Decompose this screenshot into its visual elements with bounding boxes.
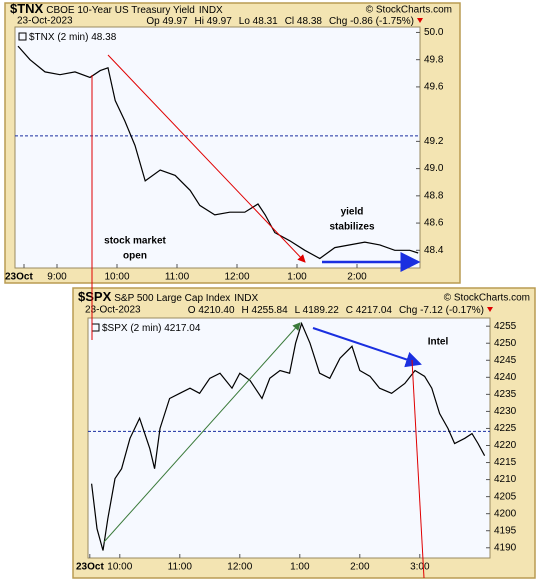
y-tick-label: 4245 — [494, 355, 517, 366]
stats: Op 49.97 Hi 49.97 Lo 48.31 Cl 48.38 Chg -0.8… — [146, 16, 414, 27]
y-tick-label: 4190 — [494, 542, 517, 553]
annotation: Intel — [428, 337, 449, 348]
x-tick-label: 23Oct — [76, 562, 104, 573]
x-tick-label: 3:00 — [410, 562, 430, 573]
x-tick-label: 1:00 — [290, 562, 310, 573]
x-tick-label: 12:00 — [224, 272, 249, 283]
x-tick-label: 2:00 — [347, 272, 367, 283]
x-tick-label: 9:00 — [47, 272, 67, 283]
y-tick-label: 4255 — [494, 321, 517, 332]
y-tick-label: 4215 — [494, 457, 517, 468]
date: 23-Oct-2023 — [17, 16, 73, 27]
y-tick-label: 48.8 — [424, 190, 444, 201]
y-tick-label: 48.4 — [424, 245, 444, 256]
stat: Hi 49.97 — [195, 16, 233, 27]
stats: O 4210.40 H 4255.84 L 4189.22 C 4217.04 Chg … — [188, 305, 484, 316]
red-arrow — [107, 54, 306, 263]
panel: $TNX CBOE 10-Year US Treasury Yield INDX © … — [4, 1, 461, 284]
x-tick-label: 11:00 — [165, 272, 190, 283]
y-tick-label: 4235 — [494, 389, 517, 400]
title: S&P 500 Large Cap Index — [114, 293, 230, 304]
y-tick-label: 49.8 — [424, 54, 444, 65]
stat: Cl 48.38 — [285, 16, 323, 27]
stat: Op 49.97 — [146, 16, 188, 27]
y-tick-label: 48.6 — [424, 218, 444, 229]
legend-entry: $TNX (2 min) 48.38 — [29, 32, 117, 43]
symbol: $TNX — [10, 1, 44, 16]
annotation: stock market — [104, 236, 166, 247]
y-tick-label: 4205 — [494, 491, 517, 502]
intel-line — [411, 359, 425, 579]
stat: Chg -7.12 (-0.17%) — [399, 305, 484, 316]
exchange: INDX — [234, 293, 258, 304]
green-arrow — [103, 322, 301, 543]
y-tick-label: 4250 — [494, 338, 517, 349]
y-tick-label: 49.6 — [424, 82, 444, 93]
x-tick-label: 1:00 — [287, 272, 307, 283]
stat: Lo 48.31 — [239, 16, 278, 27]
y-tick-label: 4210 — [494, 474, 517, 485]
stat: Chg -0.86 (-1.75%) — [329, 16, 414, 27]
legend-entry: $SPX (2 min) 4217.04 — [102, 323, 201, 334]
price-line — [91, 321, 486, 551]
chg-triangle — [417, 18, 423, 23]
drawn-arrows — [91, 54, 425, 579]
y-tick-label: 4225 — [494, 423, 517, 434]
legend-label: $SPX (2 min) 4217.04 — [102, 323, 201, 334]
y-tick-label: 4195 — [494, 525, 517, 536]
stat: C 4217.04 — [346, 305, 393, 316]
x-tick-label: 10:00 — [107, 562, 132, 573]
watermark: © StockCharts.com — [444, 293, 530, 304]
header: $SPX S&P 500 Large Cap Index INDX — [78, 289, 258, 304]
legend-swatch — [18, 32, 27, 41]
legend-label: $TNX (2 min) 48.38 — [29, 32, 117, 43]
plot-area — [14, 26, 421, 269]
header: $TNX CBOE 10-Year US Treasury Yield INDX — [10, 1, 223, 16]
y-tick-label: 4200 — [494, 508, 517, 519]
exchange: INDX — [199, 5, 223, 16]
x-tick-label: 10:00 — [104, 272, 129, 283]
y-tick-label: 50.0 — [424, 27, 444, 38]
y-tick-label: 4240 — [494, 372, 517, 383]
y-tick-label: 49.0 — [424, 163, 444, 174]
watermark: © StockCharts.com — [366, 5, 452, 16]
stat: O 4210.40 — [188, 305, 235, 316]
plot-area — [87, 317, 491, 559]
y-tick-label: 4220 — [494, 440, 517, 451]
blue-arrow — [312, 327, 422, 368]
annotation: stabilizes — [329, 222, 374, 233]
stat: H 4255.84 — [242, 305, 289, 316]
x-tick-label: 23Oct — [5, 272, 33, 283]
x-tick-label: 12:00 — [227, 562, 252, 573]
y-tick-label: 49.2 — [424, 136, 444, 147]
panels: $TNX CBOE 10-Year US Treasury Yield INDX © … — [4, 1, 536, 579]
x-tick-label: 2:00 — [350, 562, 370, 573]
x-tick-label: 11:00 — [168, 562, 193, 573]
chg-triangle — [487, 307, 493, 312]
annotation: open — [123, 251, 147, 262]
stat: L 4189.22 — [295, 305, 340, 316]
annotation: yield — [341, 207, 364, 218]
date: 23-Oct-2023 — [85, 305, 141, 316]
title: CBOE 10-Year US Treasury Yield — [46, 5, 195, 16]
panel: $SPX S&P 500 Large Cap Index INDX © StockCh… — [72, 287, 536, 579]
symbol: $SPX — [78, 289, 112, 304]
y-tick-label: 4230 — [494, 406, 517, 417]
